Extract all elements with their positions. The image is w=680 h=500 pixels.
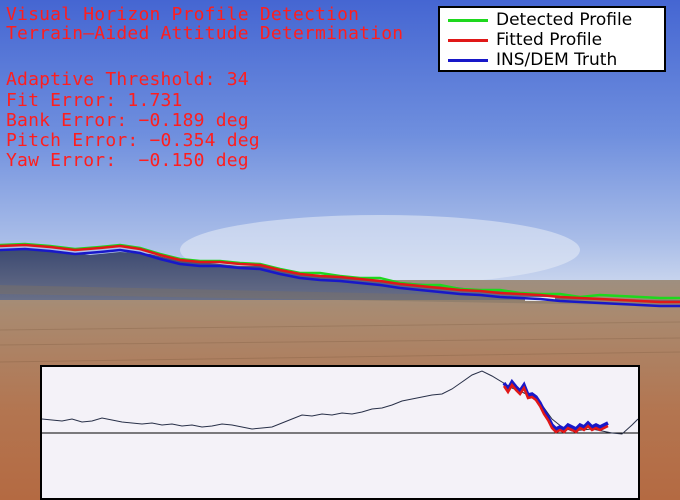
legend-item-fitted: Fitted Profile [448, 30, 602, 50]
hud-threshold: Adaptive Threshold: 34 [6, 69, 249, 90]
legend-swatch-fitted [448, 38, 488, 42]
fitted-profile-line [0, 243, 680, 304]
profile-inset-plot [42, 370, 638, 435]
horizon-haze [180, 215, 580, 285]
hud-bank-error: Bank Error: −0.189 deg [6, 110, 249, 131]
legend-swatch-truth [448, 58, 488, 62]
hud-subtitle: Terrain–Aided Attitude Determination [6, 23, 404, 44]
legend-item-truth: INS/DEM Truth [448, 50, 617, 70]
legend-label-fitted: Fitted Profile [496, 30, 603, 50]
legend-swatch-detected [448, 18, 488, 22]
hud-yaw-error: Yaw Error: −0.150 deg [6, 150, 249, 171]
legend-label-detected: Detected Profile [496, 10, 633, 30]
legend-item-detected: Detected Profile [448, 10, 632, 30]
hud-pitch-error: Pitch Error: −0.354 deg [6, 130, 260, 151]
inset-fitted-segment [502, 382, 609, 434]
hud-title: Visual Horizon Profile Detection [6, 4, 360, 25]
hud-fit-error: Fit Error: 1.731 [6, 90, 183, 111]
field-stripes [0, 321, 680, 363]
legend: Detected Profile Fitted Profile INS/DEM … [438, 6, 666, 72]
inset-terrain-profile [42, 370, 638, 435]
inset-truth-segment [502, 378, 609, 432]
legend-label-truth: INS/DEM Truth [496, 50, 618, 70]
treeline [0, 285, 680, 306]
profile-inset-panel [40, 365, 640, 500]
truth-profile-line [0, 247, 680, 308]
